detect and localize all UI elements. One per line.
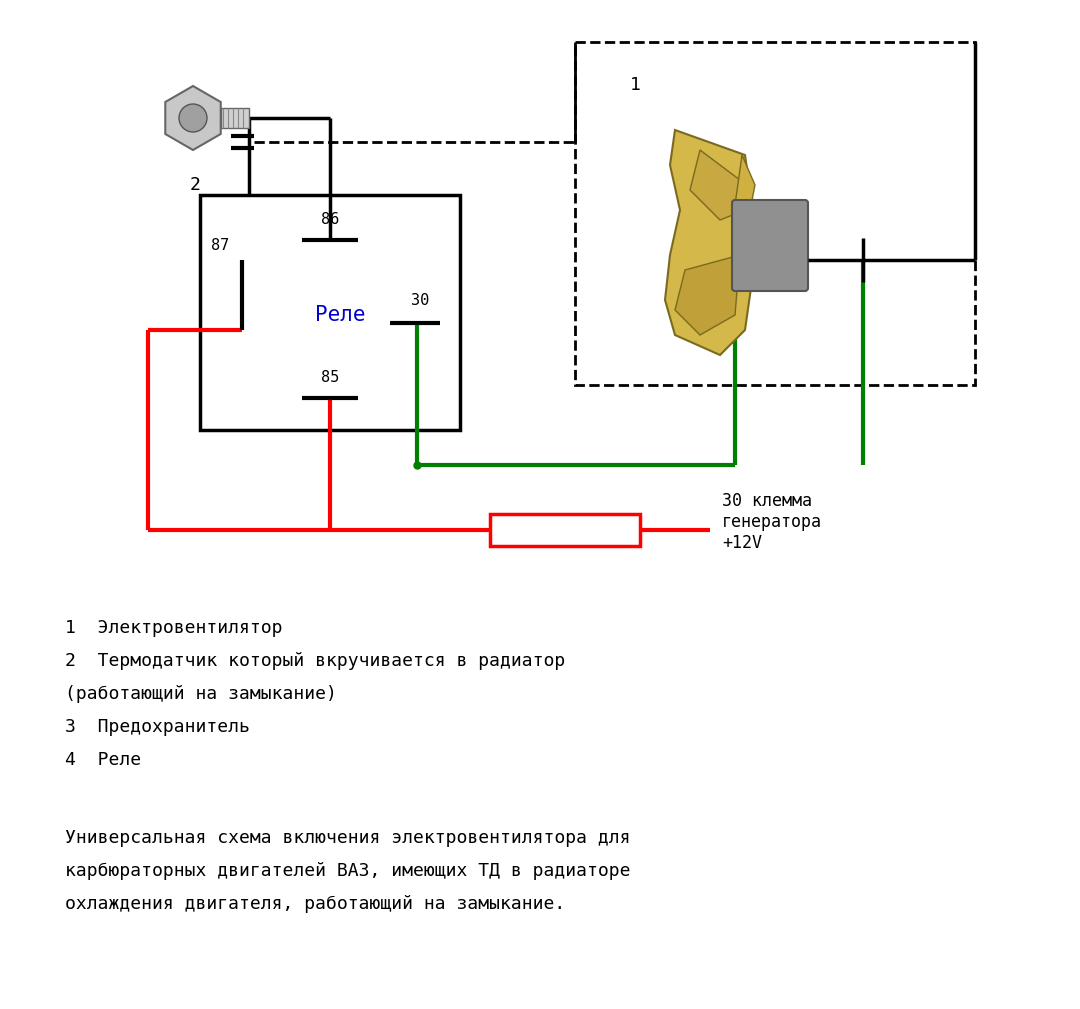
Text: 85: 85	[321, 370, 339, 385]
Polygon shape	[165, 86, 220, 150]
Text: (работающий на замыкание): (работающий на замыкание)	[65, 685, 337, 703]
Text: 1: 1	[630, 76, 640, 94]
FancyBboxPatch shape	[732, 200, 808, 291]
Bar	[575, 42, 975, 385]
Text: 1  Электровентилятор: 1 Электровентилятор	[65, 619, 283, 637]
Bar	[490, 514, 640, 546]
Text: Реле: Реле	[314, 305, 365, 325]
Text: 87: 87	[211, 238, 229, 253]
Circle shape	[179, 104, 207, 132]
Text: 2  Термодатчик который вкручивается в радиатор: 2 Термодатчик который вкручивается в рад…	[65, 652, 565, 670]
Text: 30 клемма
генератора
+12V: 30 клемма генератора +12V	[723, 492, 822, 552]
Text: карбюраторных двигателей ВАЗ, имеющих ТД в радиаторе: карбюраторных двигателей ВАЗ, имеющих ТД…	[65, 862, 631, 880]
Text: 3  Предохранитель: 3 Предохранитель	[65, 718, 249, 736]
Text: 30: 30	[410, 293, 429, 308]
Text: Универсальная схема включения электровентилятора для: Универсальная схема включения электровен…	[65, 829, 631, 847]
FancyBboxPatch shape	[221, 108, 249, 128]
Polygon shape	[665, 130, 760, 355]
Polygon shape	[675, 255, 740, 335]
Bar	[200, 195, 460, 430]
Text: охлаждения двигателя, работающий на замыкание.: охлаждения двигателя, работающий на замы…	[65, 895, 565, 913]
Polygon shape	[735, 155, 755, 220]
Text: 86: 86	[321, 212, 339, 227]
Text: 4  Реле: 4 Реле	[65, 751, 141, 769]
Polygon shape	[690, 150, 745, 220]
Text: 2: 2	[190, 176, 201, 194]
